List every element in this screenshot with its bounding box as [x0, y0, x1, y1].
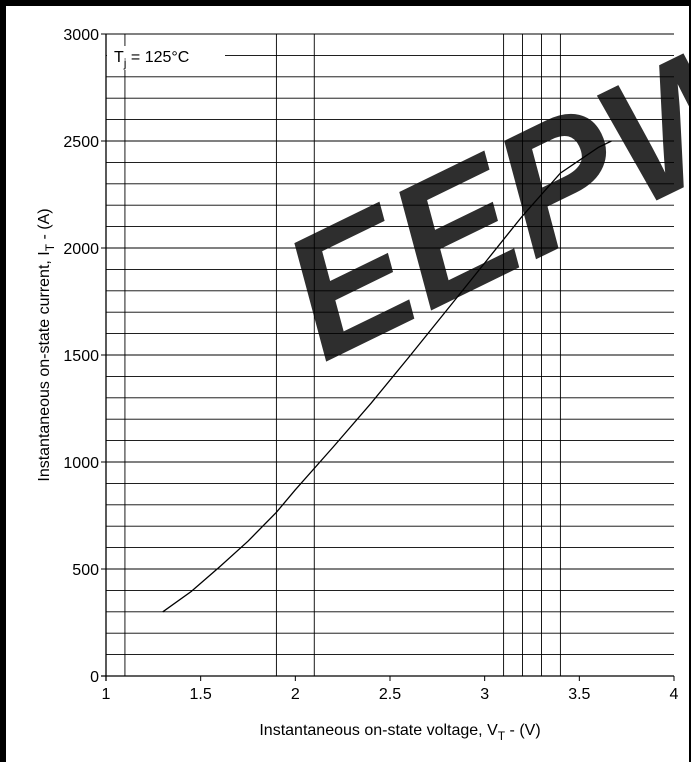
y-tick-label: 1000: [63, 455, 99, 472]
y-tick-label: 1500: [63, 348, 99, 365]
x-tick-label: 1.5: [190, 686, 212, 703]
annotation-box: [107, 46, 225, 70]
axes: [101, 34, 674, 681]
series-line: [162, 140, 612, 613]
eepw-watermark: EEPW: [255, 0, 691, 397]
y-tick-labels: 0 500 1000 1500 2000 2500 3000: [63, 27, 106, 686]
y-tick-label: 3000: [63, 27, 99, 44]
x-tick-label: 2.5: [379, 686, 401, 703]
x-tick-label: 3: [480, 686, 489, 703]
x-axis-label: Instantaneous on-state voltage, VT - (V): [259, 722, 540, 743]
y-tick-label: 2000: [63, 241, 99, 258]
y-axis-label: Instantaneous on-state current, IT - (A): [36, 208, 57, 481]
x-tick-label: 3.5: [568, 686, 590, 703]
x-tick-label: 2: [291, 686, 300, 703]
y-tick-label: 2500: [63, 134, 99, 151]
watermark-text: EEPW: [255, 0, 691, 397]
temperature-annotation: Tj = 125°C: [107, 46, 225, 70]
x-tick-label: 4: [670, 686, 679, 703]
grid: [106, 33, 674, 677]
x-tick-labels: 1 1.5 2 2.5 3 3.5 4: [102, 676, 679, 703]
y-tick-label: 500: [72, 562, 99, 579]
x-tick-label: 1: [102, 686, 111, 703]
y-tick-label: 0: [90, 669, 99, 686]
annotation-text: Tj = 125°C: [114, 49, 189, 70]
